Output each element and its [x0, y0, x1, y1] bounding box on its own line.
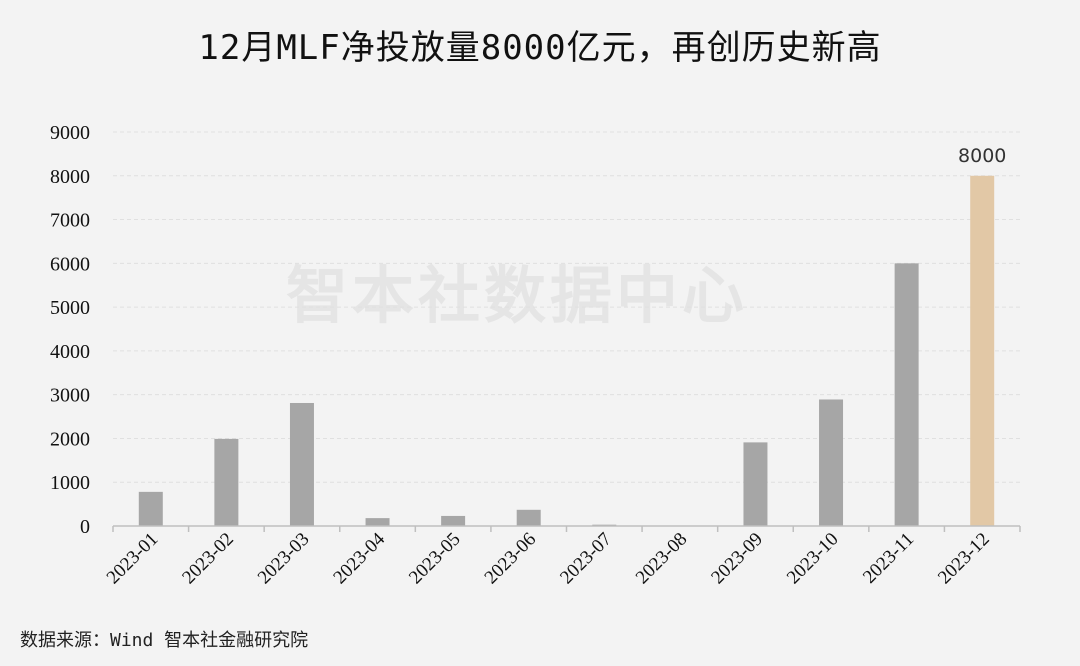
- bar: [516, 509, 541, 526]
- x-tick-label: 2023-05: [405, 529, 465, 589]
- x-tick-label: 2023-11: [859, 529, 918, 588]
- x-tick-label: 2023-10: [783, 529, 843, 589]
- bar: [970, 175, 995, 526]
- x-tick-label: 2023-02: [178, 529, 238, 589]
- bar: [819, 399, 844, 526]
- y-tick-label: 8000: [50, 166, 90, 188]
- y-tick-label: 2000: [50, 428, 90, 450]
- x-tick-label: 2023-01: [103, 529, 163, 589]
- x-tick-label: 2023-12: [934, 529, 994, 589]
- y-tick-label: 1000: [50, 472, 90, 494]
- watermark: 智本社数据中心: [285, 259, 748, 332]
- bars: [138, 175, 995, 526]
- data-label: 8000: [958, 145, 1006, 167]
- bar: [743, 442, 768, 526]
- y-tick-label: 6000: [50, 253, 90, 275]
- chart-title: 12月MLF净投放量8000亿元，再创历史新高: [198, 28, 882, 68]
- x-tick-label: 2023-04: [329, 528, 389, 588]
- y-tick-label: 5000: [50, 297, 90, 319]
- axes: [112, 525, 1021, 532]
- bar: [441, 515, 466, 526]
- x-tick-label: 2023-08: [632, 529, 692, 589]
- bar: [214, 438, 239, 526]
- grid-lines: [113, 131, 1020, 483]
- x-tick-label: 2023-09: [707, 529, 767, 589]
- y-tick-label: 9000: [50, 122, 90, 144]
- y-tick-label: 4000: [50, 341, 90, 363]
- bar: [894, 263, 919, 526]
- y-tick-label: 7000: [50, 210, 90, 232]
- y-tick-label: 0: [80, 516, 90, 538]
- bar: [289, 402, 314, 526]
- x-tick-label: 2023-03: [254, 529, 314, 589]
- source-note: 数据来源：Wind 智本社金融研究院: [20, 630, 309, 651]
- x-tick-label: 2023-06: [481, 529, 541, 589]
- bar: [138, 491, 163, 526]
- y-tick-label: 3000: [50, 385, 90, 407]
- x-tick-label: 2023-07: [556, 529, 616, 589]
- bar: [365, 518, 390, 526]
